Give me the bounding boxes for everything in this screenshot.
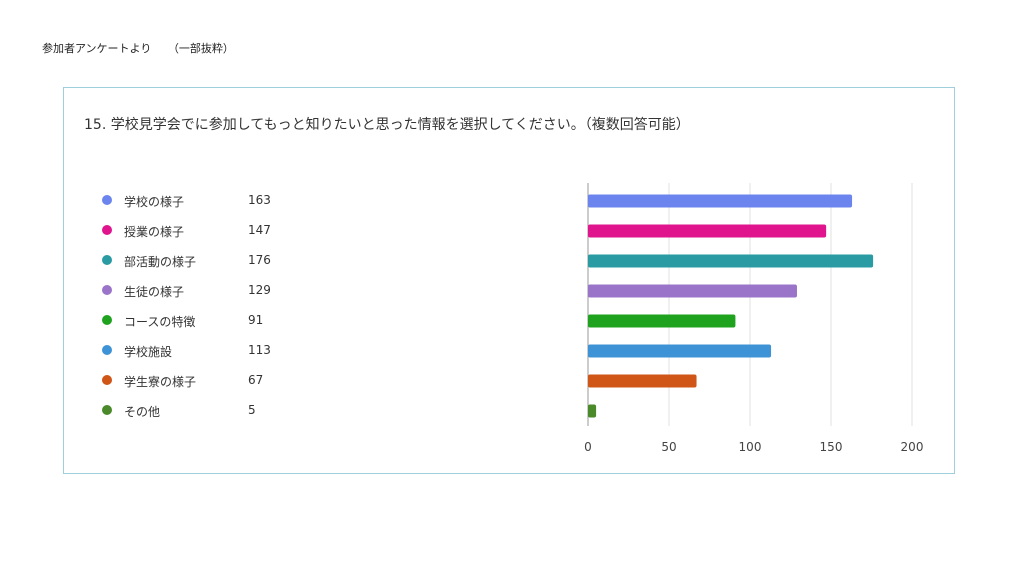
legend-marker-icon: [102, 225, 112, 235]
bar: [588, 254, 874, 268]
legend-label: 学校施設: [124, 345, 173, 359]
legend-value: 129: [248, 283, 271, 297]
x-tick-label: 0: [584, 440, 592, 454]
page-title: 参加者アンケートより: [42, 42, 152, 55]
legend-item: 学校の様子 163: [102, 193, 342, 223]
legend-label: 学校の様子: [124, 195, 185, 209]
bar: [588, 314, 736, 328]
legend-item: 授業の様子 147: [102, 223, 342, 253]
bar: [588, 224, 827, 238]
legend-item: その他 5: [102, 403, 342, 433]
legend-value: 176: [248, 253, 271, 267]
legend-marker-icon: [102, 315, 112, 325]
legend-marker-icon: [102, 345, 112, 355]
legend-marker-icon: [102, 285, 112, 295]
bar: [588, 374, 697, 388]
bar: [588, 194, 853, 208]
bar: [588, 404, 597, 418]
legend-marker-icon: [102, 405, 112, 415]
legend-value: 163: [248, 193, 271, 207]
bar-chart: 0 50 100 150 200: [584, 183, 924, 454]
chart-title: 15. 学校見学会でに参加してもっと知りたいと思った情報を選択してください。（複…: [84, 117, 690, 133]
legend-label: その他: [124, 405, 161, 419]
x-tick-label: 200: [901, 440, 924, 454]
legend-item: 部活動の様子 176: [102, 253, 342, 283]
legend-value: 91: [248, 313, 264, 327]
legend-marker-icon: [102, 195, 112, 205]
legend-item: コースの特徴 91: [102, 313, 342, 343]
legend-item: 学校施設 113: [102, 343, 342, 373]
legend-value: 67: [248, 373, 264, 387]
legend-marker-icon: [102, 255, 112, 265]
chart-legend: 学校の様子 163 授業の様子 147 部活動の様子 176 生徒の様子 129 コースの特徴 9…: [102, 193, 342, 433]
legend-item: 学生寮の様子 67: [102, 373, 342, 403]
legend-label: 学生寮の様子: [124, 375, 197, 389]
legend-label: コースの特徴: [124, 315, 196, 329]
legend-label: 部活動の様子: [124, 255, 197, 269]
legend-item: 生徒の様子 129: [102, 283, 342, 313]
bar: [588, 284, 797, 298]
x-tick-label: 100: [739, 440, 762, 454]
legend-label: 生徒の様子: [124, 285, 185, 299]
legend-label: 授業の様子: [124, 225, 185, 239]
legend-marker-icon: [102, 375, 112, 385]
legend-value: 147: [248, 223, 271, 237]
x-tick-label: 150: [820, 440, 843, 454]
legend-value: 113: [248, 343, 271, 357]
page-subtitle: （一部抜粋）: [173, 42, 234, 55]
chart-card: 15. 学校見学会でに参加してもっと知りたいと思った情報を選択してください。（複…: [63, 87, 955, 474]
legend-value: 5: [248, 403, 256, 417]
bar: [588, 344, 772, 358]
x-tick-label: 50: [661, 440, 676, 454]
page-header: 参加者アンケートより （一部抜粋）: [42, 40, 234, 56]
